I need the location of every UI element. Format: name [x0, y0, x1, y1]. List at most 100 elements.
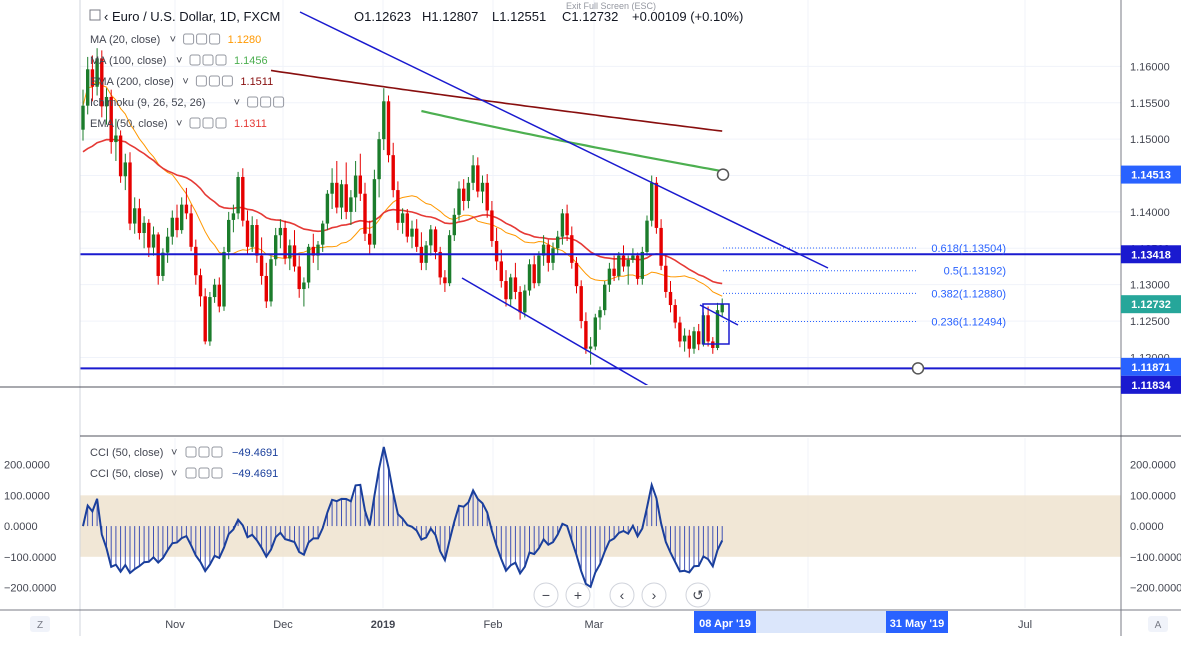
candle-body	[617, 255, 621, 276]
candle-body	[288, 245, 292, 259]
candle-body	[673, 305, 677, 323]
eye-icon[interactable]	[185, 446, 197, 458]
reset-chart-button[interactable]: ↺	[685, 582, 711, 608]
candle-body	[274, 235, 278, 260]
eye-icon[interactable]	[189, 117, 201, 129]
close-icon[interactable]	[273, 96, 285, 108]
cci-tick-label: −200.0000	[1130, 583, 1181, 595]
gear-icon[interactable]	[260, 96, 272, 108]
indicator-label[interactable]: EMA (50, close)	[90, 118, 168, 130]
chevron-down-icon[interactable]: ˅	[171, 447, 177, 459]
cci-tick-label: −100.0000	[1130, 552, 1181, 564]
close-icon[interactable]	[221, 75, 233, 87]
candle-body	[523, 290, 527, 313]
price-tick-label: 1.16000	[1130, 61, 1170, 73]
candle-body	[231, 213, 236, 220]
candle-body	[227, 219, 231, 252]
candle-body	[377, 139, 381, 180]
svg-text:−: −	[542, 587, 550, 603]
eye-icon[interactable]	[247, 96, 259, 108]
candle-body	[485, 182, 489, 211]
candle-body	[598, 310, 602, 318]
candle-body	[532, 264, 536, 284]
gear-icon[interactable]	[202, 54, 214, 66]
date-range-highlight	[756, 611, 886, 633]
candle-body	[720, 304, 724, 313]
ma20-line	[82, 79, 723, 297]
price-axis[interactable]: 1.160001.155001.150001.145001.140001.135…	[1130, 61, 1170, 364]
channel-lower[interactable]	[461, 277, 652, 388]
scroll-right-button[interactable]: ›	[641, 582, 667, 608]
indicator-label[interactable]: MA (20, close)	[90, 34, 160, 46]
gear-icon[interactable]	[208, 75, 220, 87]
close-icon[interactable]	[209, 33, 221, 45]
cci-legend-label[interactable]: CCI (50, close)	[90, 468, 163, 480]
gear-icon[interactable]	[198, 446, 210, 458]
candle-body	[382, 101, 386, 140]
indicator-value: 1.1511	[240, 76, 273, 88]
chevron-down-icon[interactable]: ˅	[176, 118, 182, 130]
cci-tick-label: 200.0000	[1130, 460, 1176, 472]
eye-icon[interactable]	[189, 54, 201, 66]
candle-body	[579, 286, 583, 322]
candle-body	[241, 176, 245, 221]
close-icon[interactable]	[211, 446, 223, 458]
candle-body	[527, 264, 532, 291]
chevron-down-icon[interactable]: ˅	[176, 55, 182, 67]
candle-body	[142, 222, 146, 234]
candle-body	[560, 213, 565, 237]
eye-icon[interactable]	[185, 467, 197, 479]
chevron-down-icon[interactable]: ˅	[182, 76, 188, 88]
candle-body	[626, 259, 630, 267]
close-icon[interactable]	[215, 117, 227, 129]
gear-icon[interactable]	[196, 33, 208, 45]
breakout-line[interactable]	[699, 304, 739, 326]
auto-scale-button[interactable]	[1148, 616, 1168, 632]
candle-body	[593, 317, 597, 347]
candle-body	[255, 225, 259, 256]
drawing-handle[interactable]	[716, 168, 730, 181]
indicator-label[interactable]: EMA (200, close)	[90, 76, 174, 88]
cci-axis-right[interactable]: 200.0000 100.0000 0.0000 −100.0000 −200.0000	[1130, 460, 1181, 595]
time-tick-label: Jul	[1018, 619, 1032, 631]
chevron-down-icon[interactable]: ˅	[234, 97, 240, 109]
consolidation-box[interactable]	[702, 303, 730, 345]
zoom-in-button[interactable]: +	[565, 582, 591, 608]
chevron-icon[interactable]: ‹	[104, 9, 108, 24]
candle-body	[697, 331, 701, 345]
chevron-down-icon[interactable]: ˅	[170, 34, 176, 46]
collapse-icon[interactable]	[89, 9, 101, 21]
candle-body	[203, 296, 207, 342]
candle-body	[570, 235, 574, 263]
scroll-left-button[interactable]: ‹	[609, 582, 635, 608]
gear-icon[interactable]	[202, 117, 214, 129]
candle-body	[635, 255, 640, 279]
close-icon[interactable]	[211, 467, 223, 479]
indicator-label[interactable]: MA (100, close)	[90, 55, 166, 67]
eye-icon[interactable]	[183, 33, 195, 45]
candle-body	[612, 268, 616, 276]
cci-tick-label: 0.0000	[1130, 521, 1164, 533]
gear-icon[interactable]	[198, 467, 210, 479]
exit-fullscreen-hint[interactable]: Exit Full Screen (ESC)	[566, 1, 656, 11]
drawing-handle[interactable]	[911, 362, 925, 375]
close-icon[interactable]	[215, 54, 227, 66]
candle-body	[95, 58, 99, 87]
candle-body	[650, 182, 654, 221]
timezone-button[interactable]	[30, 616, 50, 632]
indicator-label[interactable]: Ichimoku (9, 26, 52, 26)	[90, 97, 206, 109]
cci-legend-label[interactable]: CCI (50, close)	[90, 447, 163, 459]
candle-body	[118, 135, 123, 177]
eye-icon[interactable]	[195, 75, 207, 87]
chevron-down-icon[interactable]: ˅	[171, 468, 177, 480]
candle-body	[386, 101, 391, 156]
chart-toolbar: − + ‹ › ↺	[533, 582, 711, 608]
price-badge	[1121, 295, 1181, 314]
ohlc-change: +0.00109 (+0.10%)	[632, 9, 743, 24]
candle-body	[147, 222, 151, 248]
candle-body	[541, 244, 546, 256]
channel-upper[interactable]	[299, 11, 829, 269]
zoom-out-button[interactable]: −	[533, 582, 559, 608]
candle-body	[321, 223, 325, 245]
ma100-line	[421, 109, 723, 173]
